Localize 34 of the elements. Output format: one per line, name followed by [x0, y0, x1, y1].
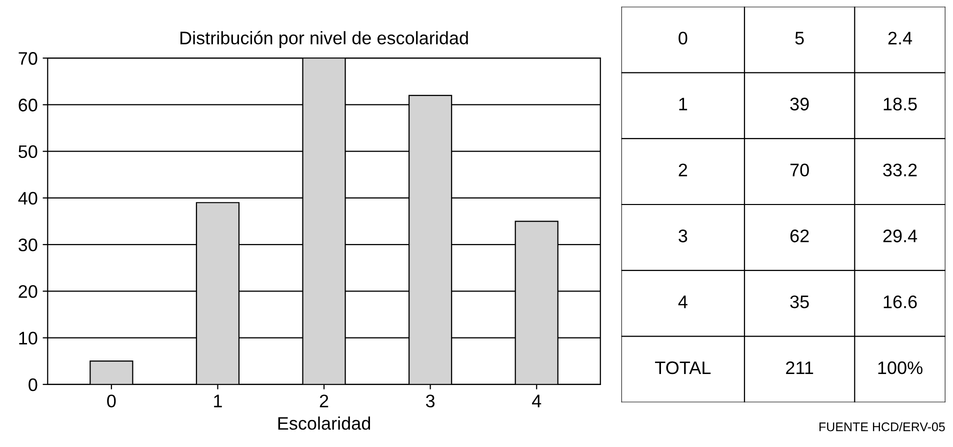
text: 0: [678, 32, 688, 45]
y-tick-label: 10: [19, 332, 38, 345]
text: 2.4: [888, 32, 912, 44]
text: TOTAL: [655, 361, 711, 374]
x-tick-label: 2: [320, 394, 328, 408]
y-tick-label: 30: [18, 238, 38, 252]
x-tick-label: 1: [214, 394, 222, 408]
y-tick-label: 20: [18, 285, 38, 298]
source-note: FUENTE HCD/ERV-05: [820, 422, 945, 432]
y-tick-label: 70: [18, 52, 38, 65]
text: 70: [790, 164, 809, 176]
text: 16.6: [884, 295, 917, 308]
y-tick-label: 60: [18, 98, 38, 112]
text: 18.5: [884, 98, 917, 110]
y-tick-label: 40: [18, 192, 38, 205]
y-tick-label: 0: [28, 378, 38, 392]
text: 35: [790, 295, 809, 308]
text: 33.2: [883, 164, 917, 176]
text: 211: [786, 361, 814, 374]
text: 5: [795, 32, 804, 45]
text: 62: [790, 230, 809, 242]
text: 2: [678, 164, 688, 176]
x-tick-label: 3: [426, 394, 435, 408]
y-tick-label: 50: [18, 145, 38, 158]
text: 29.4: [883, 230, 918, 242]
x-tick-label: 0: [107, 394, 116, 408]
x-tick-label: 4: [532, 394, 542, 408]
text: 39: [790, 98, 809, 110]
text: 100%: [878, 361, 922, 374]
x-axis-title: Escolaridad: [278, 416, 370, 430]
text: 4: [678, 296, 688, 308]
text: 1: [679, 98, 688, 110]
text: 3: [678, 230, 688, 242]
chart-title: Distribución por nivel de escolaridad: [180, 30, 468, 48]
